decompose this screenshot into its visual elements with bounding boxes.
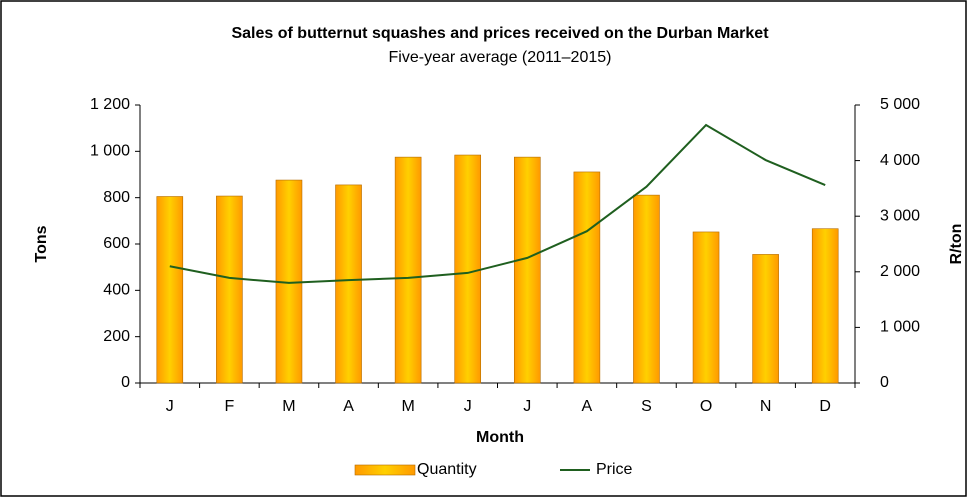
chart-subtitle: Five-year average (2011–2015) bbox=[389, 49, 612, 66]
y-tick-label: 800 bbox=[103, 189, 130, 206]
y2-tick-label: 5 000 bbox=[880, 96, 920, 113]
y-tick-label: 0 bbox=[121, 374, 130, 391]
y-tick-label: 400 bbox=[103, 282, 130, 299]
chart-title: Sales of butternut squashes and prices r… bbox=[231, 25, 769, 42]
x-tick-label: D bbox=[819, 398, 831, 415]
bar bbox=[811, 228, 839, 384]
x-tick-label: A bbox=[343, 398, 354, 415]
x-tick-label: S bbox=[641, 398, 652, 415]
x-tick-label: O bbox=[700, 398, 712, 415]
x-tick-label: J bbox=[464, 398, 472, 415]
bar bbox=[454, 154, 482, 384]
bar bbox=[513, 156, 541, 384]
x-tick-label: J bbox=[166, 398, 174, 415]
x-tick-label: M bbox=[401, 398, 414, 415]
bar bbox=[633, 194, 660, 384]
x-tick-label: J bbox=[523, 398, 531, 415]
bar bbox=[573, 171, 601, 384]
x-axis-label: Month bbox=[476, 429, 524, 446]
legend-label: Quantity bbox=[417, 461, 477, 478]
x-tick-label: N bbox=[760, 398, 772, 415]
y2-tick-label: 4 000 bbox=[880, 152, 920, 169]
bar bbox=[752, 254, 779, 384]
legend-label: Price bbox=[596, 461, 633, 478]
y2-tick-label: 3 000 bbox=[880, 207, 920, 224]
x-tick-label: F bbox=[224, 398, 234, 415]
bar bbox=[394, 156, 422, 384]
bar bbox=[216, 195, 243, 384]
y-axis-label: Tons bbox=[33, 225, 50, 262]
price-line bbox=[169, 123, 826, 284]
bar bbox=[335, 184, 362, 384]
bar bbox=[156, 196, 184, 384]
y2-axis-label: R/ton bbox=[948, 224, 965, 265]
y2-tick-label: 1 000 bbox=[880, 319, 920, 336]
bar bbox=[692, 231, 720, 384]
y-tick-label: 200 bbox=[103, 328, 130, 345]
y-tick-label: 600 bbox=[103, 235, 130, 252]
legend-swatch bbox=[354, 464, 416, 476]
x-tick-label: M bbox=[282, 398, 295, 415]
x-tick-label: A bbox=[582, 398, 593, 415]
y-tick-label: 1 000 bbox=[90, 143, 130, 160]
y2-tick-label: 2 000 bbox=[880, 263, 920, 280]
y2-tick-label: 0 bbox=[880, 374, 889, 391]
y-tick-label: 1 200 bbox=[90, 96, 130, 113]
